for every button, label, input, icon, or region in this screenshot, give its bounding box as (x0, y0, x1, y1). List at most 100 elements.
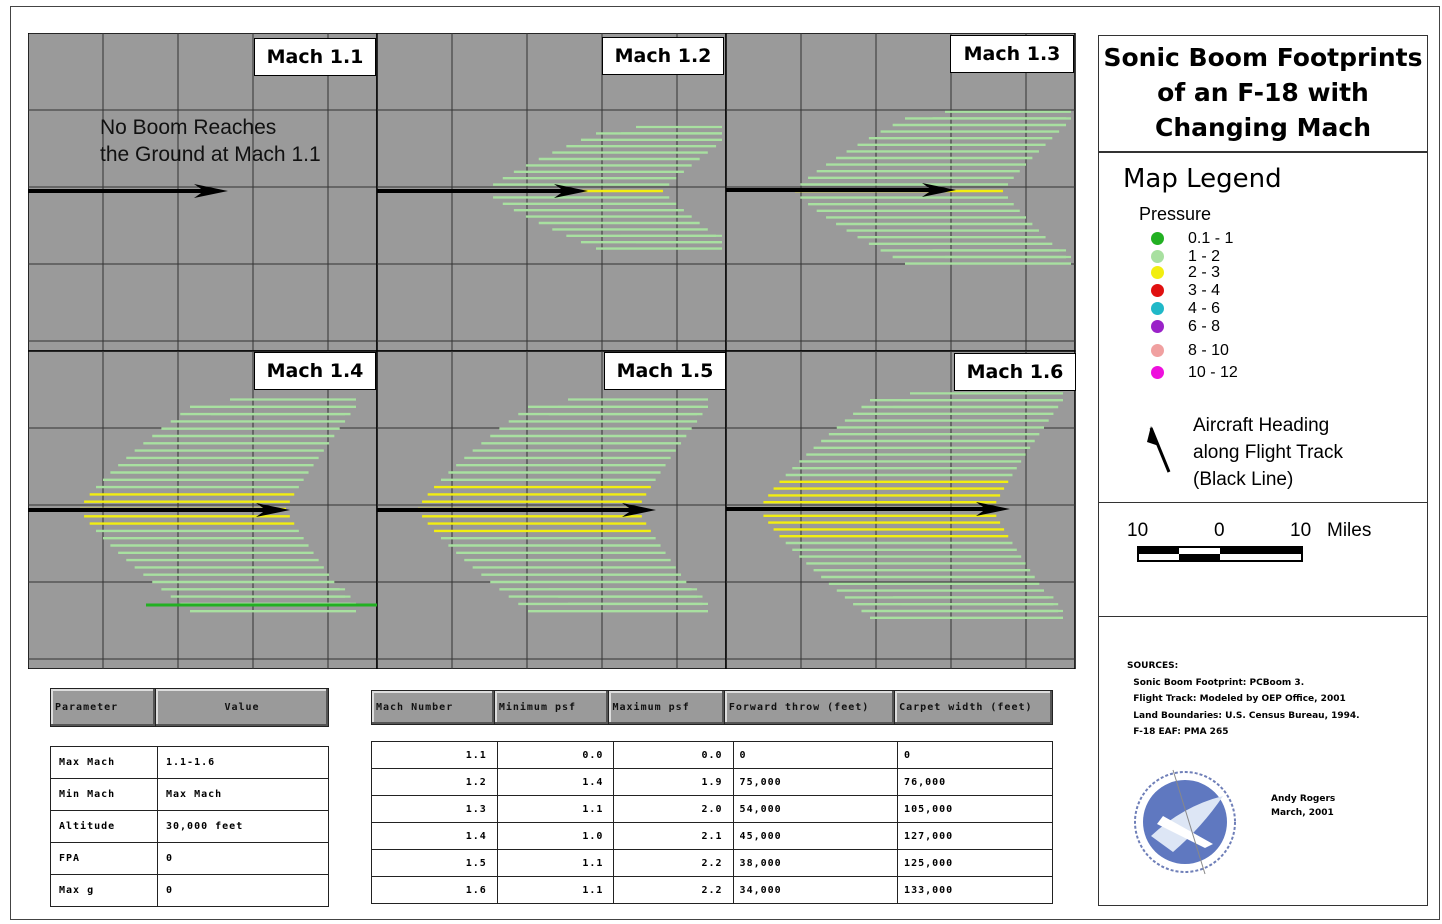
column-header: Carpet width (feet) (894, 690, 1053, 725)
aircraft-heading-arrow-icon (1147, 426, 1171, 473)
results-table: Mach Number Minimum psf Maximum psf Forward… (371, 690, 1053, 725)
table-cell: 1.1 (496, 849, 615, 877)
table-cell: 0.0 (613, 741, 734, 769)
divider (1099, 502, 1427, 503)
table-cell: 1.6 (371, 876, 498, 904)
column-header: Forward throw (feet) (723, 690, 896, 725)
aircraft-arrow-icon (922, 183, 956, 197)
parameters-table-body: Max Mach 1.1-1.6 Min Mach Max Mach Altitude 3… (50, 746, 329, 907)
panel-label-mach-1-6: Mach 1.6 (954, 353, 1076, 391)
author-credit: Andy Rogers March, 2001 (1271, 794, 1336, 818)
column-header: Minimum psf (493, 690, 609, 725)
table-cell: 75,000 (732, 768, 899, 796)
table-cell: 1.1 (496, 876, 615, 904)
pressure-class-label: 0.1 - 1 (1188, 230, 1234, 247)
legend-heading: Map Legend (1123, 164, 1282, 194)
table-cell: 38,000 (732, 849, 899, 877)
divider (1099, 616, 1427, 617)
table-row: 1.3 1.1 2.0 54,000 105,000 (371, 795, 1053, 823)
parameter-name: FPA (50, 842, 158, 875)
table-cell: 1.5 (371, 849, 498, 877)
table-cell: 1.3 (371, 795, 498, 823)
table-cell: 34,000 (732, 876, 899, 904)
pressure-swatch-icon (1151, 266, 1164, 279)
divider (1099, 152, 1427, 153)
parameter-name: Max g (50, 874, 158, 907)
table-row: Altitude 30,000 feet (50, 810, 329, 843)
parameter-name: Min Mach (50, 778, 158, 811)
no-boom-note: No Boom Reaches the Ground at Mach 1.1 (100, 116, 321, 166)
scale-label-zero: 0 (1214, 520, 1225, 541)
scale-label-right: 10 (1290, 520, 1312, 541)
table-cell: 45,000 (732, 822, 899, 850)
map-legend-panel: Sonic Boom Footprints of an F-18 with Ch… (1098, 35, 1428, 906)
table-cell: 2.0 (613, 795, 734, 823)
pressure-class-label: 4 - 6 (1188, 300, 1221, 317)
pressure-swatch-icon (1151, 232, 1164, 245)
table-cell: 127,000 (897, 822, 1053, 850)
agency-seal-logo (1134, 769, 1236, 875)
layout-frame (10, 6, 1440, 920)
table-cell: 1.1 (496, 795, 615, 823)
map-title: Sonic Boom Footprints of an F-18 with Ch… (1099, 36, 1427, 152)
parameter-value: 30,000 feet (157, 810, 329, 843)
parameter-name: Altitude (50, 810, 158, 843)
table-cell: 1.9 (613, 768, 734, 796)
table-cell: 1.4 (496, 768, 615, 796)
pressure-class-label: 3 - 4 (1188, 282, 1221, 299)
table-row: 1.6 1.1 2.2 34,000 133,000 (371, 876, 1053, 904)
aircraft-arrow-icon (554, 184, 588, 198)
pressure-swatch-icon (1151, 302, 1164, 315)
parameter-name: Max Mach (50, 746, 158, 779)
aircraft-arrow-icon (256, 503, 290, 517)
panel-label-mach-1-5: Mach 1.5 (604, 352, 726, 390)
table-cell: 1.0 (496, 822, 615, 850)
pressure-class-label: 1 - 2 (1188, 248, 1221, 265)
table-cell: 133,000 (897, 876, 1053, 904)
table-cell: 105,000 (897, 795, 1053, 823)
pressure-class-label: 10 - 12 (1188, 364, 1238, 381)
scale-units: Miles (1327, 520, 1372, 541)
panel-label-mach-1-1: Mach 1.1 (254, 38, 376, 76)
column-header: Mach Number (371, 690, 495, 725)
param-header: Parameter (50, 688, 156, 727)
heading-symbol-label: Aircraft Heading along Flight Track (Bla… (1193, 415, 1343, 490)
table-cell: 1.2 (371, 768, 498, 796)
table-cell: 1.4 (371, 822, 498, 850)
pressure-swatch-icon (1151, 320, 1164, 333)
scale-label-left: 10 (1127, 520, 1149, 541)
table-row: 1.4 1.0 2.1 45,000 127,000 (371, 822, 1053, 850)
pressure-class-label: 6 - 8 (1188, 318, 1221, 335)
pressure-swatch-icon (1151, 366, 1164, 379)
results-table-body: 1.1 0.0 0.0 0 0 1.2 1.4 1.9 75,000 76,000 1.3 1.1 2.… (371, 741, 1053, 904)
column-header: Maximum psf (607, 690, 725, 725)
sources-text: SOURCES: Sonic Boom Footprint: PCBoom 3.… (1127, 661, 1360, 737)
parameter-value: 0 (157, 842, 329, 875)
pressure-swatch-icon (1151, 344, 1164, 357)
table-cell: 0 (897, 741, 1053, 769)
table-cell: 54,000 (732, 795, 899, 823)
table-cell: 0.0 (496, 741, 615, 769)
aircraft-arrow-icon (622, 503, 656, 517)
table-cell: 1.1 (371, 741, 498, 769)
parameter-value: 0 (157, 874, 329, 907)
table-cell: 2.1 (613, 822, 734, 850)
aircraft-arrow-icon (194, 184, 228, 198)
panel-label-mach-1-4: Mach 1.4 (254, 352, 376, 390)
table-cell: 0 (732, 741, 899, 769)
table-row: 1.5 1.1 2.2 38,000 125,000 (371, 849, 1053, 877)
table-row: Min Mach Max Mach (50, 778, 329, 811)
scale-bar (1137, 546, 1303, 562)
table-row: Max Mach 1.1-1.6 (50, 746, 329, 779)
value-header: Value (155, 688, 329, 727)
table-cell: 2.2 (613, 849, 734, 877)
pressure-swatch-icon (1151, 250, 1164, 263)
table-cell: 76,000 (897, 768, 1053, 796)
aircraft-arrow-icon (976, 502, 1010, 516)
panel-label-mach-1-3: Mach 1.3 (950, 35, 1074, 73)
pressure-class-label: 2 - 3 (1188, 264, 1221, 281)
parameter-value: Max Mach (157, 778, 329, 811)
table-row: FPA 0 (50, 842, 329, 875)
parameters-table: Parameter Value (50, 688, 329, 727)
